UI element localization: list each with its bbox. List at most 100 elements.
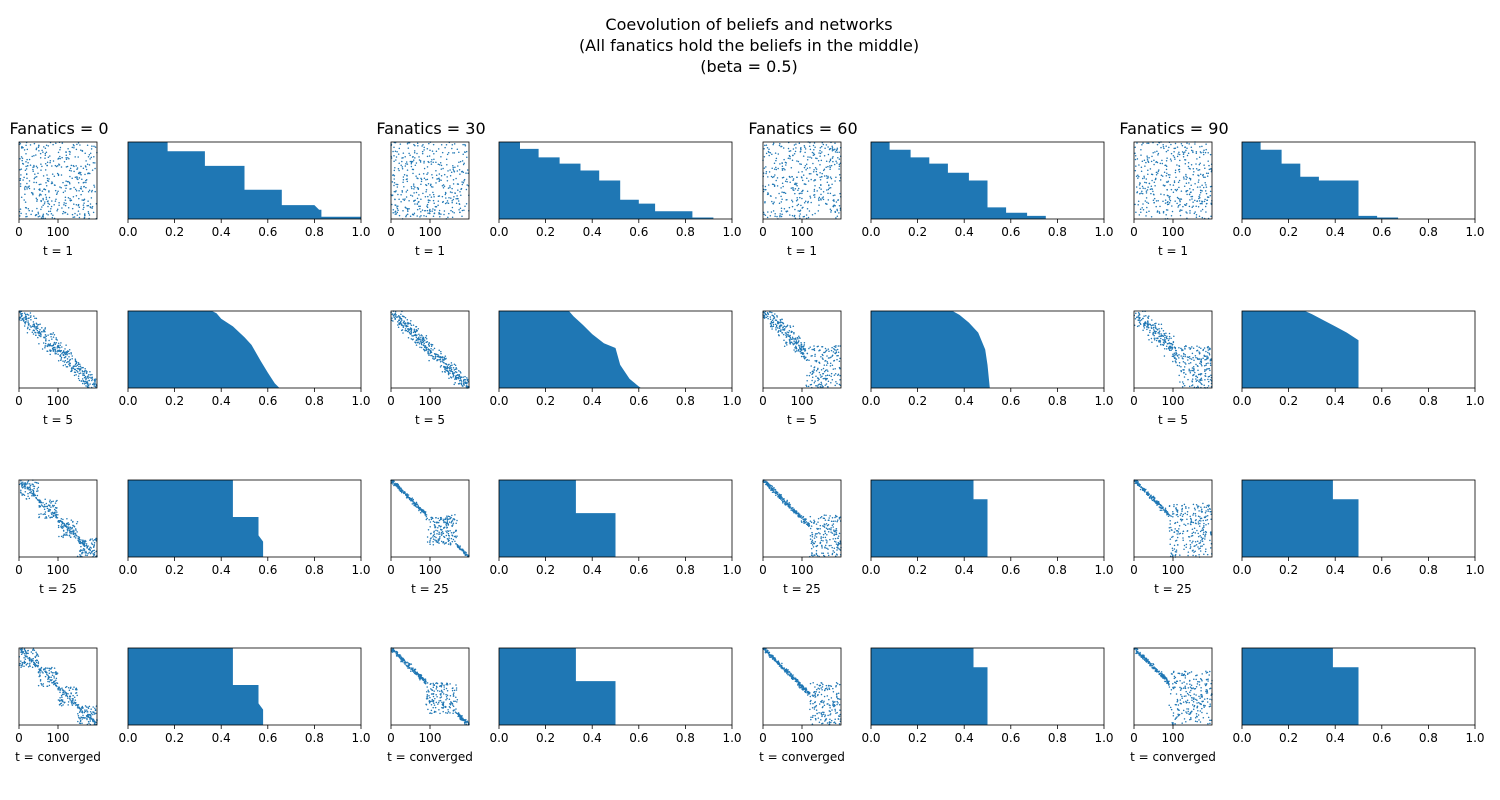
- scatter-point: [456, 197, 459, 200]
- scatter-point: [816, 174, 819, 176]
- scatter-point: [391, 480, 394, 482]
- scatter-point: [810, 554, 813, 557]
- scatter-point: [78, 550, 81, 552]
- scatter-point: [408, 331, 411, 334]
- scatter-point: [439, 535, 441, 538]
- scatter-point: [25, 215, 27, 218]
- scatter-point: [772, 210, 775, 212]
- scatter-point: [781, 165, 784, 167]
- scatter-point: [70, 692, 72, 695]
- scatter-point: [816, 688, 818, 691]
- scatter-point: [83, 545, 86, 548]
- scatter-point: [432, 349, 434, 351]
- scatter-xtick-label: 0: [15, 563, 23, 577]
- scatter-point: [813, 519, 815, 521]
- scatter-point: [41, 326, 43, 329]
- scatter-point: [814, 146, 816, 149]
- scatter-point: [452, 198, 455, 201]
- scatter-point: [83, 213, 86, 216]
- scatter-point: [28, 657, 31, 660]
- scatter-point: [53, 504, 55, 507]
- scatter-point: [409, 154, 411, 156]
- scatter-point: [94, 538, 97, 541]
- scatter-point: [464, 722, 466, 725]
- scatter-point: [85, 186, 87, 189]
- scatter-point: [782, 147, 785, 149]
- scatter-point: [461, 160, 464, 162]
- scatter-point: [767, 184, 770, 186]
- scatter-point: [93, 713, 96, 715]
- scatter-point: [406, 207, 409, 210]
- scatter-point: [452, 373, 454, 375]
- scatter-point: [447, 543, 450, 545]
- scatter-point: [22, 651, 25, 653]
- scatter-point: [769, 311, 771, 313]
- scatter-point: [94, 382, 96, 384]
- scatter-point: [457, 200, 460, 202]
- scatter-point: [92, 211, 95, 214]
- scatter-point: [42, 198, 44, 201]
- scatter-point: [823, 704, 826, 707]
- scatter-point: [834, 722, 837, 725]
- scatter-point: [78, 707, 81, 709]
- histogram-xtick-label: 1.0: [722, 563, 741, 577]
- scatter-point: [70, 367, 73, 370]
- scatter-point: [92, 719, 94, 722]
- scatter-point: [83, 199, 85, 201]
- scatter-point: [835, 533, 838, 536]
- scatter-point: [429, 541, 431, 543]
- scatter-point: [800, 355, 803, 358]
- scatter-point: [766, 311, 769, 314]
- scatter-point: [805, 359, 808, 361]
- scatter-point: [793, 349, 795, 351]
- scatter-point: [27, 665, 30, 668]
- scatter-point: [86, 714, 89, 716]
- scatter-point: [445, 158, 448, 161]
- scatter-point: [62, 212, 64, 215]
- scatter-point: [451, 201, 453, 204]
- histogram-xtick-label: 0.0: [861, 563, 880, 577]
- scatter-point: [44, 667, 47, 669]
- scatter-point: [436, 690, 439, 692]
- scatter-point: [821, 547, 823, 549]
- scatter-point: [400, 193, 402, 196]
- scatter-point: [89, 158, 91, 160]
- scatter-point: [408, 662, 411, 665]
- scatter-point: [431, 689, 434, 692]
- scatter-point: [459, 207, 462, 210]
- scatter-point: [454, 378, 456, 381]
- scatter-point: [808, 210, 811, 212]
- scatter-point: [420, 198, 422, 201]
- scatter-point: [50, 671, 53, 673]
- scatter-point: [94, 380, 97, 382]
- histogram-xtick-label: 0.2: [165, 563, 184, 577]
- scatter-point: [465, 202, 468, 205]
- scatter-point: [433, 535, 436, 538]
- scatter-point: [39, 152, 42, 155]
- scatter-point: [93, 184, 95, 187]
- scatter-point: [38, 334, 41, 337]
- scatter-point: [442, 359, 445, 361]
- scatter-point: [433, 521, 436, 524]
- scatter-point: [813, 369, 815, 371]
- scatter-point: [433, 704, 436, 706]
- scatter-point: [78, 171, 81, 174]
- scatter-point: [84, 380, 87, 382]
- scatter-point: [808, 359, 810, 362]
- scatter-point: [27, 161, 29, 164]
- scatter-point: [72, 524, 74, 527]
- scatter-point: [398, 147, 401, 150]
- scatter-point: [55, 165, 58, 168]
- scatter-point: [42, 214, 44, 217]
- scatter-point: [438, 213, 440, 215]
- scatter-point: [453, 709, 456, 711]
- scatter-point: [771, 183, 774, 185]
- scatter-point: [443, 535, 445, 538]
- scatter-point: [801, 179, 804, 182]
- scatter-point: [414, 668, 417, 671]
- histogram-bars: [499, 648, 732, 725]
- scatter-point: [772, 143, 774, 146]
- scatter-point: [426, 349, 428, 351]
- scatter-point: [83, 217, 86, 219]
- scatter-point: [800, 345, 802, 348]
